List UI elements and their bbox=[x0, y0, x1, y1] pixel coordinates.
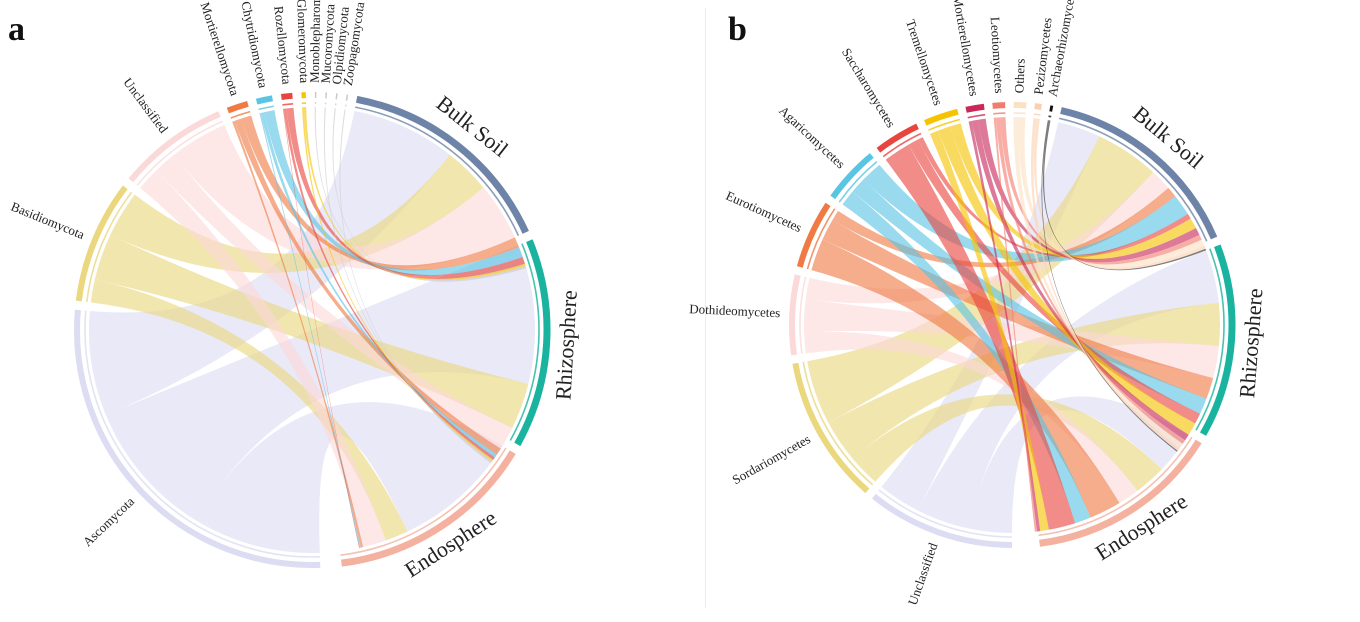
inner-arc-chytridiomycota bbox=[259, 106, 274, 109]
chord-diagram-a: Ascomycota Basidiomycota Unclassified Morti… bbox=[9, 0, 582, 582]
label-unclassified: Unclassified bbox=[905, 540, 941, 607]
label-mortierellomycota: Mortierellomycota bbox=[198, 0, 243, 97]
label-leotiomycetes: Leotiomycetes bbox=[988, 16, 1008, 93]
arc-mortierellomycetes bbox=[966, 107, 984, 110]
label-chytridiomycota: Chytridiomycota bbox=[238, 0, 271, 90]
arc-pezizomycetes bbox=[1035, 106, 1042, 107]
arc-leotiomycetes bbox=[993, 105, 1006, 106]
label-agaricomycetes: Agaricomycetes bbox=[776, 103, 848, 172]
inner-arc-archaeorhizomycetes bbox=[1048, 116, 1051, 117]
label-mortierellomycetes: Mortierellomycetes bbox=[950, 0, 982, 97]
label-rhizosphere: Rhizosphere bbox=[1234, 287, 1267, 399]
inner-arc-mortierellomycetes bbox=[968, 115, 985, 118]
label-rhizosphere: Rhizosphere bbox=[550, 289, 581, 400]
ribbons bbox=[89, 107, 535, 553]
arc-dothideomycetes bbox=[792, 275, 798, 355]
arc-mortierellomycota bbox=[228, 104, 248, 111]
label-unclassified: Unclassified bbox=[120, 75, 171, 136]
panel-divider bbox=[705, 8, 706, 608]
arc-chytridiomycota bbox=[257, 98, 273, 101]
label-saccharomycetes: Saccharomycetes bbox=[839, 45, 899, 130]
inner-arc-rozellomycota bbox=[282, 104, 293, 105]
label-sordariomycetes: Sordariomycetes bbox=[729, 431, 812, 487]
arc-archaeorhizomycetes bbox=[1050, 108, 1053, 109]
arc-rozellomycota bbox=[281, 96, 292, 97]
inner-arc-pezizomycetes bbox=[1034, 114, 1041, 115]
panel-b-letter: b bbox=[728, 11, 747, 48]
label-eurotiomycetes: Eurotiomycetes bbox=[724, 188, 805, 235]
label-ascomycota: Ascomycota bbox=[80, 494, 138, 550]
inner-arc-leotiomycetes bbox=[993, 113, 1005, 114]
label-rozellomycota: Rozellomycota bbox=[271, 5, 294, 85]
label-basidiomycota: Basidiomycota bbox=[9, 199, 87, 242]
label-others: Others bbox=[1011, 58, 1027, 93]
label-tremellomycetes: Tremellomycetes bbox=[903, 17, 946, 107]
label-dothideomycetes: Dothideomycetes bbox=[689, 301, 781, 320]
ribbons bbox=[804, 117, 1220, 533]
chord-diagram-b: Unclassified Sordariomycetes Dothideomycet… bbox=[689, 0, 1267, 607]
panel-a-letter: a bbox=[8, 11, 25, 48]
